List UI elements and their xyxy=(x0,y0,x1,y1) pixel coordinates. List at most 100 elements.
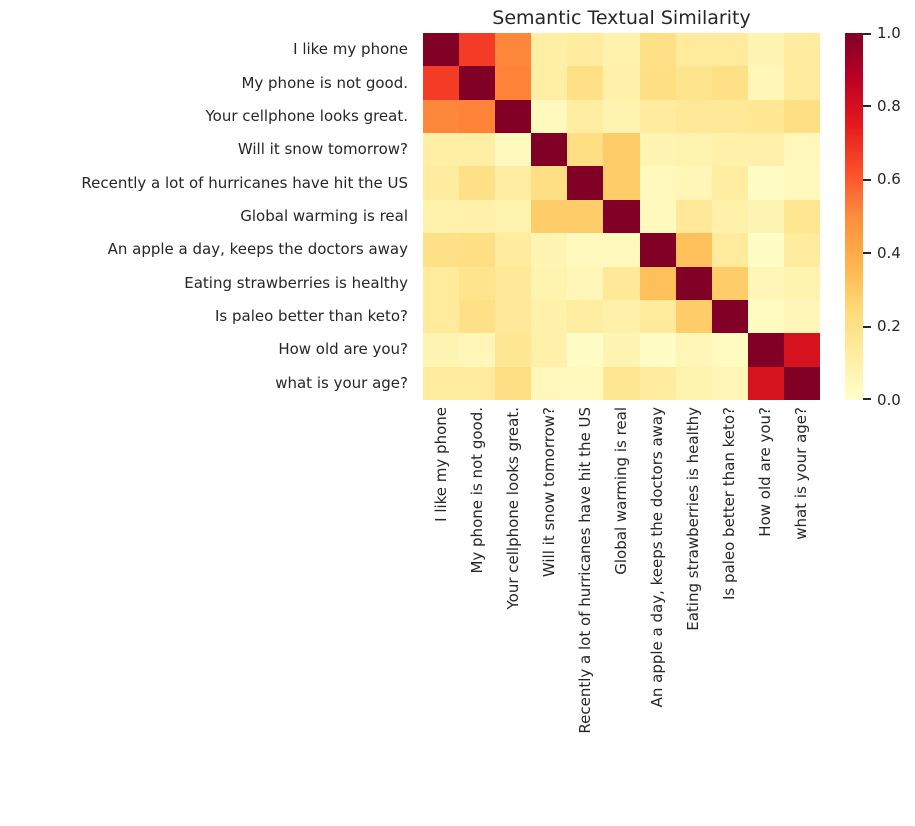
heatmap-cell xyxy=(603,66,640,100)
y-axis-label: How old are you? xyxy=(278,340,408,359)
heatmap-cell xyxy=(783,99,820,134)
heatmap-cell xyxy=(567,233,604,267)
heatmap-cell xyxy=(603,133,640,167)
y-axis-label: Global warming is real xyxy=(240,206,408,225)
heatmap-cell xyxy=(747,299,784,334)
y-axis-label: My phone is not good. xyxy=(241,73,408,92)
heatmap-cell xyxy=(639,233,676,267)
heatmap-cell xyxy=(423,99,460,134)
colorbar-tick-label: 0.4 xyxy=(877,243,901,262)
heatmap-cell xyxy=(675,233,712,267)
heatmap-cell xyxy=(639,99,676,134)
x-axis-label: Global warming is real xyxy=(611,407,630,575)
x-axis-label: I like my phone xyxy=(431,407,450,522)
heatmap-cell xyxy=(711,99,748,134)
heatmap-cell xyxy=(711,199,748,234)
colorbar-gradient xyxy=(845,33,863,400)
heatmap-cell xyxy=(495,99,532,134)
chart-title: Semantic Textual Similarity xyxy=(492,7,751,29)
heatmap-cell xyxy=(423,33,460,67)
x-axis-label: Recently a lot of hurricanes have hit th… xyxy=(575,407,594,734)
heatmap-cell xyxy=(531,166,568,200)
heatmap-grid xyxy=(423,33,820,400)
heatmap-cell xyxy=(783,166,820,200)
heatmap-cell xyxy=(567,33,604,67)
heatmap-cell xyxy=(747,233,784,267)
x-axis-label: How old are you? xyxy=(756,407,775,537)
heatmap-cell xyxy=(423,299,460,334)
colorbar-tick-label: 0.0 xyxy=(877,390,901,409)
x-axis-label: Eating strawberries is healthy xyxy=(684,407,703,631)
heatmap-cell xyxy=(423,366,460,400)
heatmap-cell xyxy=(423,233,460,267)
heatmap-cell xyxy=(747,133,784,167)
heatmap-cell xyxy=(495,333,532,367)
x-axis-label-slot: Will it snow tomorrow? xyxy=(531,407,567,817)
heatmap-cell xyxy=(603,33,640,67)
heatmap-cell xyxy=(567,66,604,100)
heatmap-cell xyxy=(495,66,532,100)
x-axis-label: Will it snow tomorrow? xyxy=(539,407,558,578)
x-axis-label-slot: Recently a lot of hurricanes have hit th… xyxy=(567,407,603,817)
x-axis-label-slot: Eating strawberries is healthy xyxy=(676,407,712,817)
heatmap-cell xyxy=(783,299,820,334)
x-axis-label-slot: Is paleo better than keto? xyxy=(712,407,748,817)
x-axis-label-slot: An apple a day, keeps the doctors away xyxy=(640,407,676,817)
heatmap-cell xyxy=(783,333,820,367)
heatmap-cell xyxy=(531,33,568,67)
heatmap-cell xyxy=(567,366,604,400)
colorbar-tick-label: 0.2 xyxy=(877,317,901,336)
heatmap-cell xyxy=(459,333,496,367)
heatmap-cell xyxy=(639,66,676,100)
colorbar-tick-mark xyxy=(863,398,871,400)
heatmap-cell xyxy=(711,299,748,334)
heatmap-cell xyxy=(639,366,676,400)
heatmap-cell xyxy=(567,133,604,167)
heatmap-cell xyxy=(639,333,676,367)
heatmap-cell xyxy=(783,266,820,300)
heatmap-cell xyxy=(459,266,496,300)
heatmap-cell xyxy=(747,366,784,400)
y-axis-label: I like my phone xyxy=(293,40,408,59)
heatmap-cell xyxy=(675,266,712,300)
heatmap-cell xyxy=(711,333,748,367)
heatmap-cell xyxy=(747,66,784,100)
heatmap-cell xyxy=(639,199,676,234)
y-axis-label: Is paleo better than keto? xyxy=(215,307,408,326)
heatmap-cell xyxy=(711,133,748,167)
heatmap-cell xyxy=(675,66,712,100)
heatmap-cell xyxy=(459,233,496,267)
colorbar: 1.0 0.8 0.6 0.4 0.2 0.0 xyxy=(845,25,915,407)
y-axis-label: Your cellphone looks great. xyxy=(205,106,408,125)
heatmap-cell xyxy=(531,66,568,100)
x-axis-label-slot: what is your age? xyxy=(784,407,820,817)
heatmap-cell xyxy=(783,366,820,400)
heatmap-cell xyxy=(423,199,460,234)
heatmap-cell xyxy=(675,299,712,334)
heatmap-cell xyxy=(603,366,640,400)
heatmap-cell xyxy=(531,266,568,300)
heatmap-cell xyxy=(495,266,532,300)
x-axis-label: An apple a day, keeps the doctors away xyxy=(648,407,667,708)
heatmap-cell xyxy=(531,133,568,167)
heatmap-cell xyxy=(459,33,496,67)
heatmap-cell xyxy=(423,133,460,167)
x-axis-labels: I like my phone My phone is not good. Your… xyxy=(423,407,820,817)
heatmap-cell xyxy=(639,266,676,300)
heatmap-cell xyxy=(567,199,604,234)
colorbar-tick-mark xyxy=(863,325,871,328)
heatmap-cell xyxy=(495,366,532,400)
heatmap-cell xyxy=(567,99,604,134)
y-axis-labels: I like my phone My phone is not good. Your… xyxy=(0,33,416,400)
heatmap-cell xyxy=(747,166,784,200)
heatmap-cell xyxy=(603,166,640,200)
heatmap-cell xyxy=(747,333,784,367)
heatmap-cell xyxy=(495,166,532,200)
x-axis-label-slot: Your cellphone looks great. xyxy=(495,407,531,817)
heatmap-cell xyxy=(495,299,532,334)
heatmap-cell xyxy=(531,299,568,334)
heatmap-cell xyxy=(783,233,820,267)
heatmap-cell xyxy=(567,333,604,367)
colorbar-tick-mark xyxy=(863,252,871,255)
